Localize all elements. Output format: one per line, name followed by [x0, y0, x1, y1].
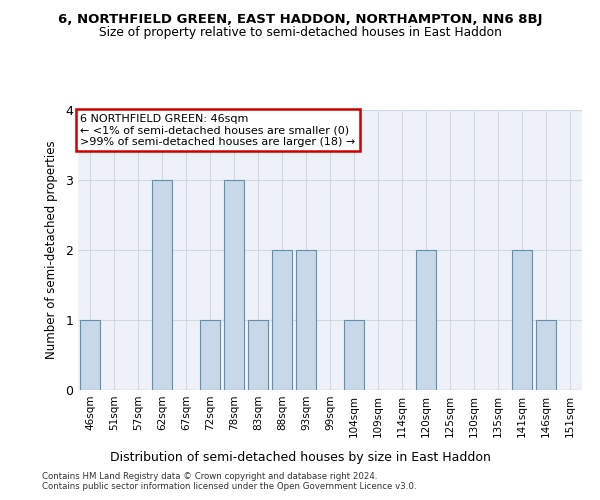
Text: 6 NORTHFIELD GREEN: 46sqm
← <1% of semi-detached houses are smaller (0)
>99% of : 6 NORTHFIELD GREEN: 46sqm ← <1% of semi-…	[80, 114, 356, 146]
Bar	[224, 180, 244, 390]
Text: 6, NORTHFIELD GREEN, EAST HADDON, NORTHAMPTON, NN6 8BJ: 6, NORTHFIELD GREEN, EAST HADDON, NORTHA…	[58, 12, 542, 26]
Bar	[248, 320, 268, 390]
Text: Contains HM Land Registry data © Crown copyright and database right 2024.: Contains HM Land Registry data © Crown c…	[42, 472, 377, 481]
Bar	[536, 320, 556, 390]
Bar	[272, 250, 292, 390]
Y-axis label: Number of semi-detached properties: Number of semi-detached properties	[45, 140, 58, 360]
Text: Distribution of semi-detached houses by size in East Haddon: Distribution of semi-detached houses by …	[110, 451, 490, 464]
Bar	[344, 320, 364, 390]
Bar	[416, 250, 436, 390]
Text: Size of property relative to semi-detached houses in East Haddon: Size of property relative to semi-detach…	[98, 26, 502, 39]
Text: Contains public sector information licensed under the Open Government Licence v3: Contains public sector information licen…	[42, 482, 416, 491]
Bar	[152, 180, 172, 390]
Bar	[296, 250, 316, 390]
Bar	[200, 320, 220, 390]
Bar	[512, 250, 532, 390]
Bar	[80, 320, 100, 390]
